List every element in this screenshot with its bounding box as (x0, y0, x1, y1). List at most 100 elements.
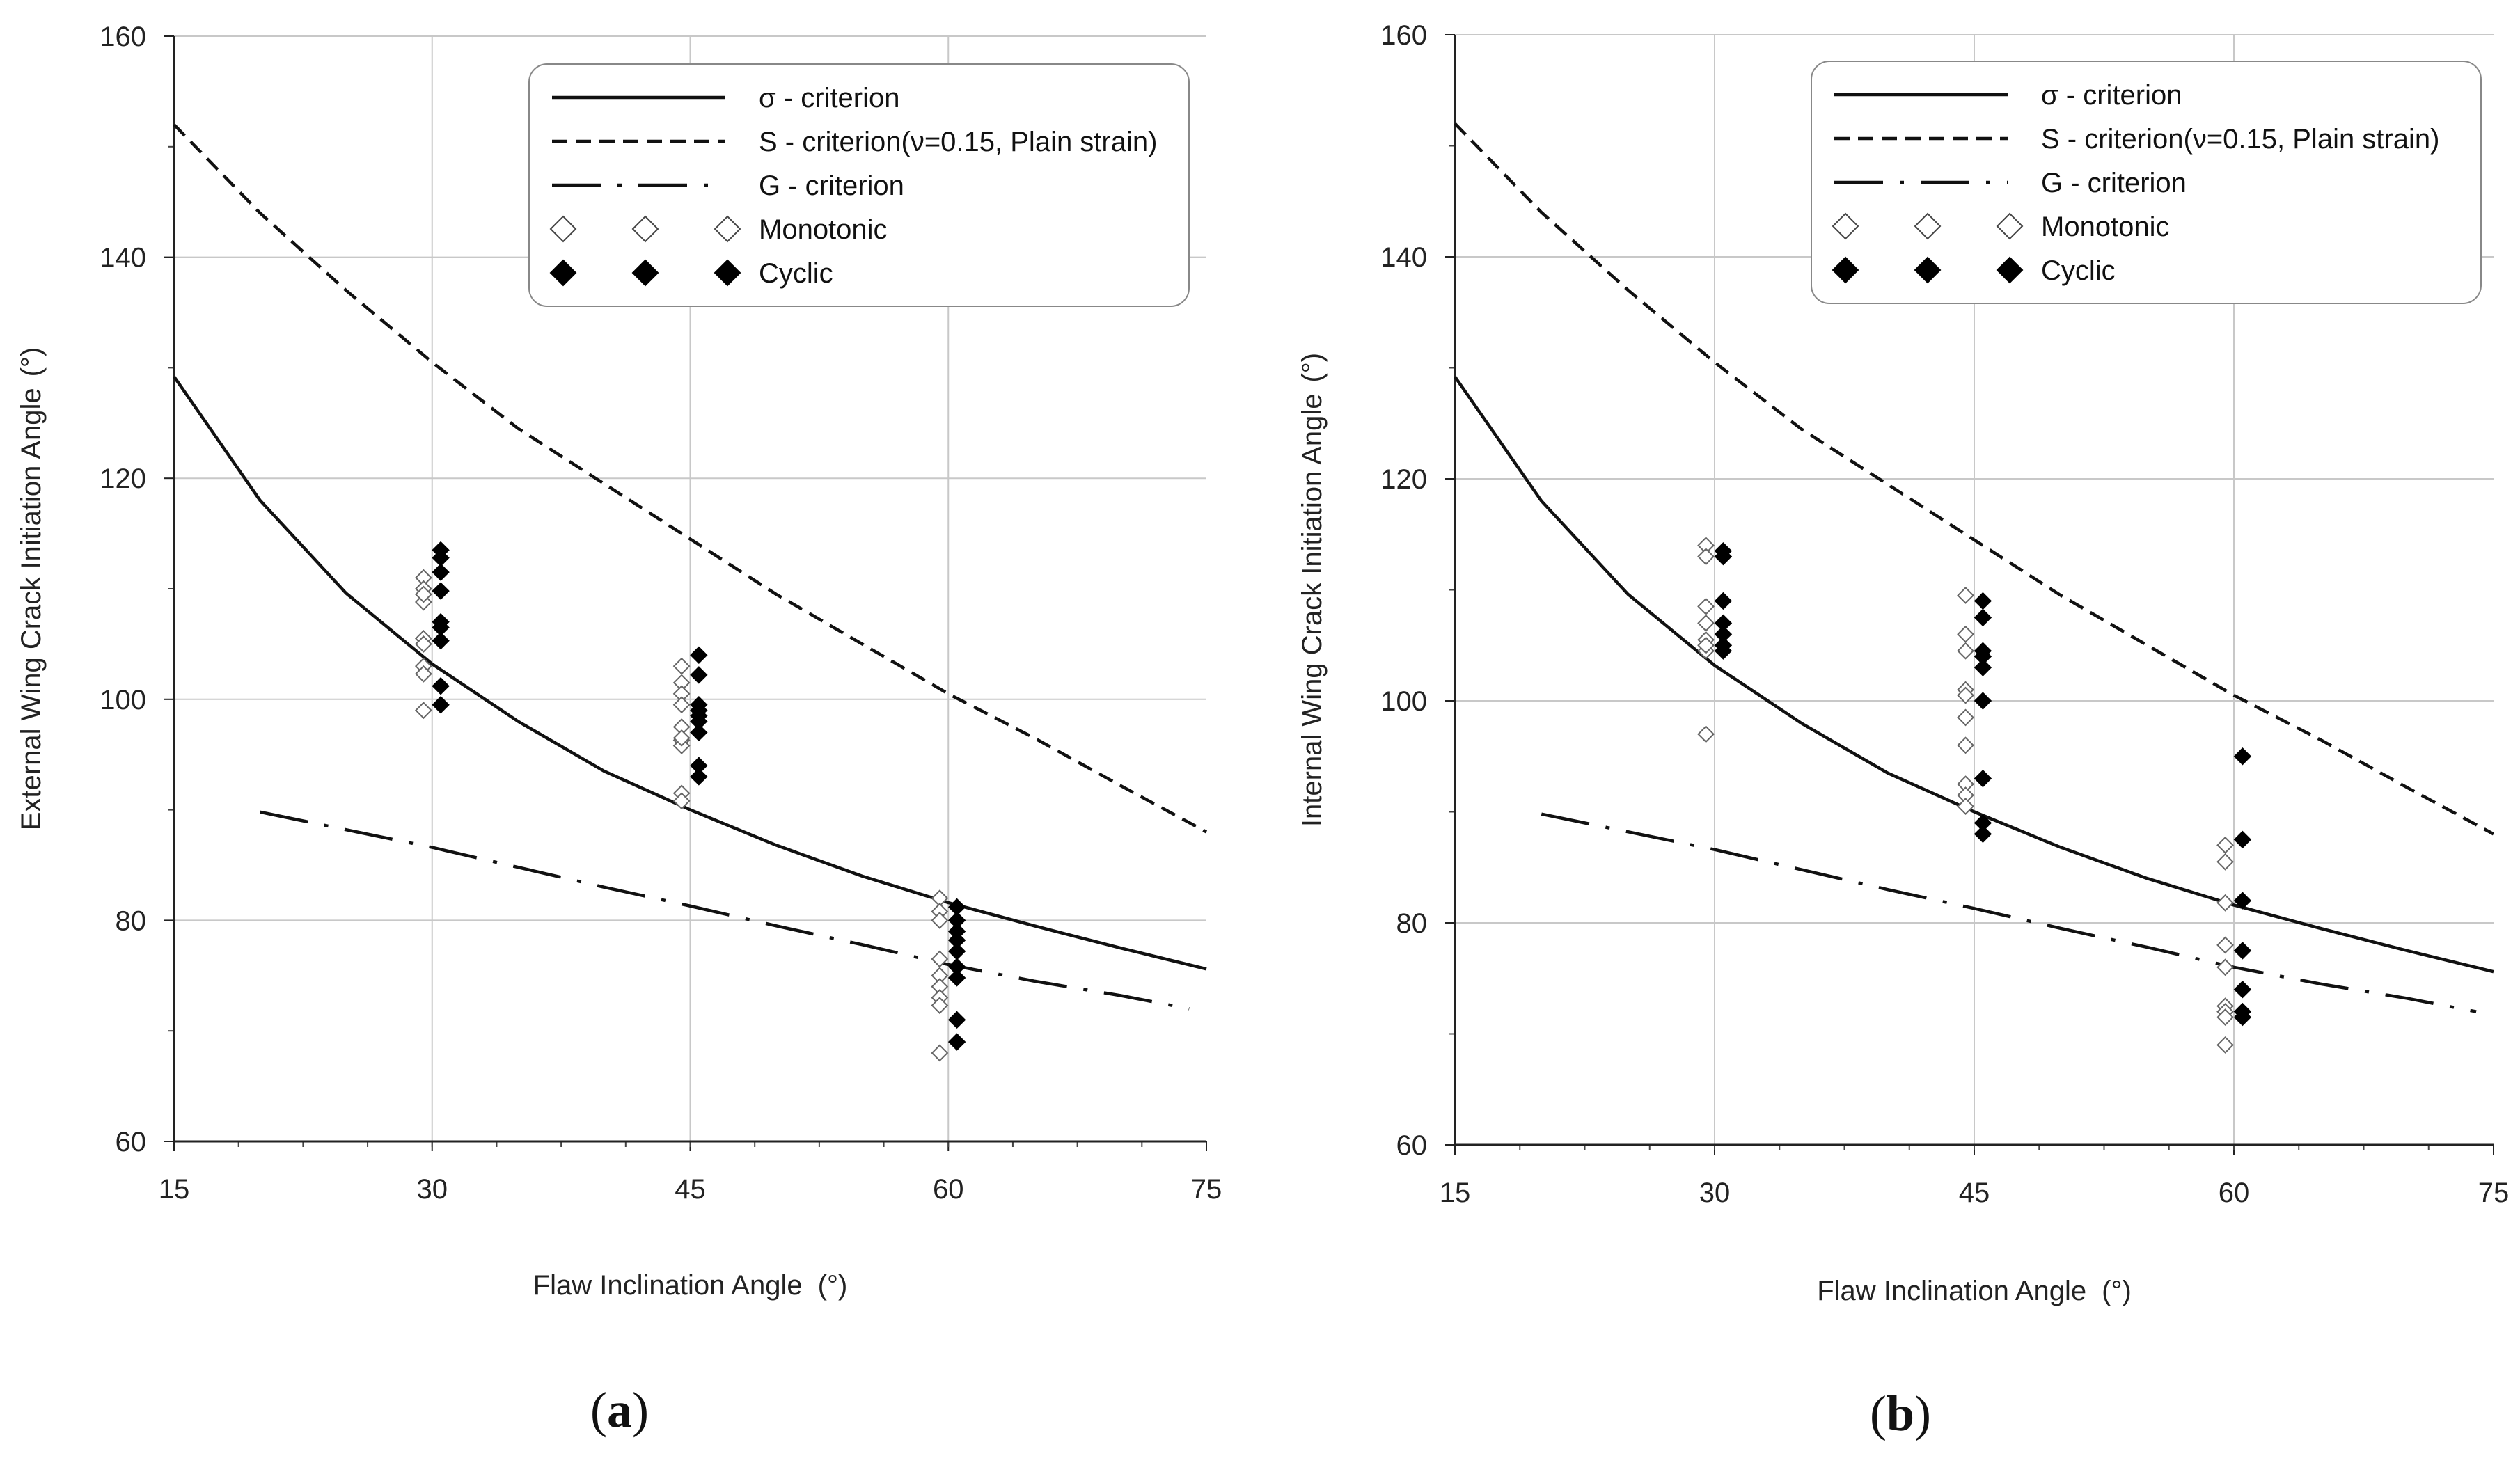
monotonic-data-point (414, 585, 432, 603)
legend-filled-diamond-marker (1914, 256, 1942, 284)
x-tick-label: 60 (933, 1174, 964, 1205)
legend-open-diamond-marker (1914, 212, 1942, 240)
chart-panel-b: 15 30 45 60 75 60 80 100 120 140 160 Flaw Inclinati… (1297, 20, 2509, 1441)
monotonic-data-point (1697, 598, 1715, 615)
x-axis-title-unit: (°) (2102, 1276, 2132, 1306)
y-tick-label: 60 (1396, 1130, 1428, 1161)
cyclic-data-point (1714, 547, 1733, 566)
monotonic-data-point (1957, 686, 1974, 704)
legend-filled-diamond-marker (714, 259, 741, 287)
series-line (1454, 375, 2494, 974)
legend-label: S - criterion(ν=0.15, Plain strain) (2041, 124, 2439, 155)
panel-label-open-paren: ( (1870, 1386, 1887, 1441)
legend-filled-diamond-marker (631, 259, 659, 287)
series-s-criterion-0-15-plain-strain (1454, 122, 2495, 836)
chart-panel-a: 15 30 45 60 75 60 80 100 120 140 160 Flaw Inclinati… (16, 22, 1222, 1438)
cyclic-data-point (1974, 658, 1992, 676)
cyclic-data-point (947, 922, 966, 940)
y-axis-title-text: External Wing Crack Initiation Angle (16, 388, 47, 830)
monotonic-data-point (1697, 725, 1715, 743)
series-cyclic (432, 541, 966, 1051)
cyclic-data-point (1974, 608, 1992, 627)
y-tick-label: 80 (116, 905, 147, 936)
y-tick-label: 160 (1380, 20, 1427, 51)
monotonic-data-point (2216, 958, 2234, 976)
monotonic-data-point (2216, 894, 2234, 912)
x-tick-label: 45 (1959, 1178, 1990, 1208)
y-tick-label: 140 (100, 243, 146, 274)
legend-label: σ - criterion (759, 83, 900, 113)
y-tick-label: 100 (1380, 686, 1427, 717)
cyclic-data-point (690, 646, 708, 664)
x-tick-label: 75 (2478, 1178, 2510, 1208)
legend-label: Monotonic (2041, 212, 2170, 242)
legend-label: S - criterion(ν=0.15, Plain strain) (759, 127, 1157, 157)
cyclic-data-point (690, 768, 708, 786)
monotonic-data-point (931, 911, 949, 929)
x-axis-title: Flaw Inclination Angle (°) (533, 1270, 848, 1301)
legend-open-diamond-marker (1996, 212, 2024, 240)
cyclic-data-point (1974, 692, 1992, 710)
legend-filled-diamond-marker (1832, 256, 1859, 284)
monotonic-data-point (1957, 642, 1974, 660)
y-axis-title-unit: (°) (1297, 353, 1328, 383)
panel-label-close-paren: ) (1914, 1386, 1931, 1441)
cyclic-data-point (690, 666, 708, 684)
x-tick-label: 45 (675, 1174, 706, 1205)
monotonic-data-point (1697, 614, 1715, 632)
monotonic-data-point (931, 950, 949, 968)
cyclic-data-point (1714, 642, 1733, 660)
y-tick-label: 120 (100, 464, 146, 494)
legend-filled-diamond-marker (549, 259, 577, 287)
y-tick-label: 140 (1380, 242, 1427, 273)
x-axis-title-text: Flaw Inclination Angle (533, 1270, 803, 1301)
series-line (173, 123, 1208, 834)
monotonic-data-point (414, 702, 432, 720)
monotonic-data-point (672, 657, 691, 675)
cyclic-data-point (432, 563, 450, 581)
cyclic-data-point (2233, 942, 2252, 960)
series-g-criterion (260, 810, 1190, 1011)
monotonic-data-point (1957, 798, 1974, 815)
monotonic-data-point (2216, 1036, 2234, 1054)
legend-box (1811, 61, 2482, 304)
x-tick-label: 75 (1191, 1174, 1222, 1205)
cyclic-data-point (2233, 892, 2252, 910)
monotonic-data-point (1957, 708, 1974, 727)
y-tick-label: 60 (116, 1127, 147, 1157)
legend-box (528, 63, 1190, 307)
series-cyclic (1714, 541, 2252, 1027)
legend-label: G - criterion (759, 171, 904, 201)
monotonic-data-point (672, 729, 691, 747)
x-tick-label: 15 (159, 1174, 190, 1205)
legend-label: Monotonic (759, 214, 888, 245)
panel-label: (a) (590, 1382, 649, 1438)
legend-label: σ - criterion (2041, 80, 2182, 111)
monotonic-data-point (1697, 636, 1715, 654)
y-axis-title-unit: (°) (16, 347, 47, 377)
legend-label: Cyclic (2041, 255, 2116, 286)
monotonic-data-point (931, 997, 949, 1015)
cyclic-data-point (947, 969, 966, 987)
panel-label-open-paren: ( (590, 1382, 607, 1438)
series-monotonic (414, 569, 949, 1062)
monotonic-data-point (1697, 548, 1715, 566)
cyclic-data-point (432, 582, 450, 600)
legend-label: Cyclic (759, 258, 833, 289)
y-tick-label: 120 (1380, 464, 1427, 495)
y-tick-label: 80 (1396, 908, 1428, 939)
series-g-criterion (1541, 812, 2477, 1013)
monotonic-data-point (2216, 936, 2234, 954)
cyclic-data-point (690, 706, 708, 725)
x-tick-label: 30 (417, 1174, 448, 1205)
legend-filled-diamond-marker (1996, 256, 2024, 284)
cyclic-data-point (2233, 1008, 2252, 1027)
cyclic-data-point (1974, 769, 1992, 788)
legend-open-diamond-marker (714, 215, 741, 243)
series-line (1541, 812, 2477, 1013)
y-tick-label: 160 (100, 22, 146, 52)
series-line (1454, 122, 2495, 836)
cyclic-data-point (1714, 592, 1733, 610)
cyclic-data-point (432, 696, 450, 714)
